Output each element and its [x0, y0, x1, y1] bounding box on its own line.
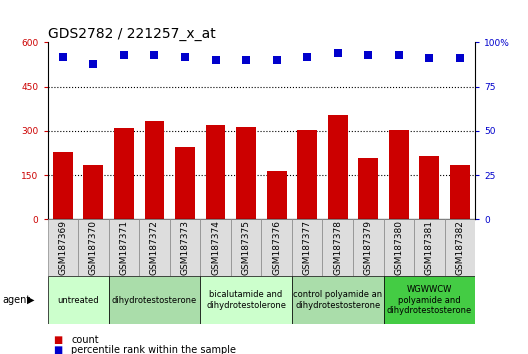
Point: [425, 56, 433, 61]
Bar: [445, 219, 475, 276]
Point: [272, 57, 281, 63]
Text: bicalutamide and
dihydrotestolerone: bicalutamide and dihydrotestolerone: [206, 290, 286, 310]
Bar: [231, 219, 261, 276]
Text: GSM187369: GSM187369: [58, 220, 67, 275]
Text: GSM187377: GSM187377: [303, 220, 312, 275]
Point: [59, 54, 67, 59]
Text: percentile rank within the sample: percentile rank within the sample: [71, 346, 237, 354]
Bar: [109, 219, 139, 276]
Bar: [297, 130, 317, 219]
Bar: [48, 276, 109, 324]
Point: [242, 57, 250, 63]
Bar: [109, 276, 200, 324]
Text: control polyamide an
dihydrotestosterone: control polyamide an dihydrotestosterone: [293, 290, 382, 310]
Text: GSM187378: GSM187378: [333, 220, 342, 275]
Bar: [383, 219, 414, 276]
Bar: [114, 128, 134, 219]
Bar: [323, 219, 353, 276]
Bar: [83, 165, 103, 219]
Bar: [383, 276, 475, 324]
Text: ▶: ▶: [27, 295, 34, 305]
Text: ■: ■: [53, 346, 62, 354]
Point: [303, 54, 312, 59]
Bar: [175, 147, 195, 219]
Point: [394, 52, 403, 58]
Text: ■: ■: [53, 335, 62, 345]
Text: GSM187382: GSM187382: [456, 220, 465, 275]
Text: GSM187376: GSM187376: [272, 220, 281, 275]
Bar: [419, 156, 439, 219]
Bar: [292, 276, 383, 324]
Text: untreated: untreated: [57, 296, 99, 304]
Text: GSM187370: GSM187370: [89, 220, 98, 275]
Bar: [145, 121, 164, 219]
Text: GDS2782 / 221257_x_at: GDS2782 / 221257_x_at: [48, 28, 215, 41]
Bar: [267, 171, 287, 219]
Bar: [139, 219, 169, 276]
Bar: [328, 115, 347, 219]
Point: [456, 56, 464, 61]
Text: GSM187373: GSM187373: [181, 220, 190, 275]
Text: GSM187371: GSM187371: [119, 220, 128, 275]
Text: count: count: [71, 335, 99, 345]
Bar: [450, 165, 470, 219]
Point: [334, 50, 342, 56]
Text: GSM187375: GSM187375: [242, 220, 251, 275]
Bar: [389, 130, 409, 219]
Bar: [414, 219, 445, 276]
Bar: [169, 219, 200, 276]
Bar: [200, 219, 231, 276]
Point: [150, 52, 158, 58]
Bar: [53, 152, 73, 219]
Bar: [292, 219, 323, 276]
Bar: [359, 158, 378, 219]
Point: [120, 52, 128, 58]
Bar: [200, 276, 292, 324]
Text: GSM187381: GSM187381: [425, 220, 434, 275]
Bar: [78, 219, 109, 276]
Point: [89, 61, 98, 67]
Bar: [353, 219, 383, 276]
Text: GSM187374: GSM187374: [211, 220, 220, 275]
Point: [181, 54, 189, 59]
Text: WGWWCW
polyamide and
dihydrotestosterone: WGWWCW polyamide and dihydrotestosterone: [386, 285, 472, 315]
Point: [211, 57, 220, 63]
Bar: [236, 127, 256, 219]
Text: agent: agent: [3, 295, 31, 305]
Bar: [205, 125, 225, 219]
Text: GSM187372: GSM187372: [150, 220, 159, 275]
Point: [364, 52, 373, 58]
Bar: [48, 219, 78, 276]
Bar: [261, 219, 292, 276]
Text: GSM187380: GSM187380: [394, 220, 403, 275]
Text: GSM187379: GSM187379: [364, 220, 373, 275]
Text: dihydrotestosterone: dihydrotestosterone: [112, 296, 197, 304]
